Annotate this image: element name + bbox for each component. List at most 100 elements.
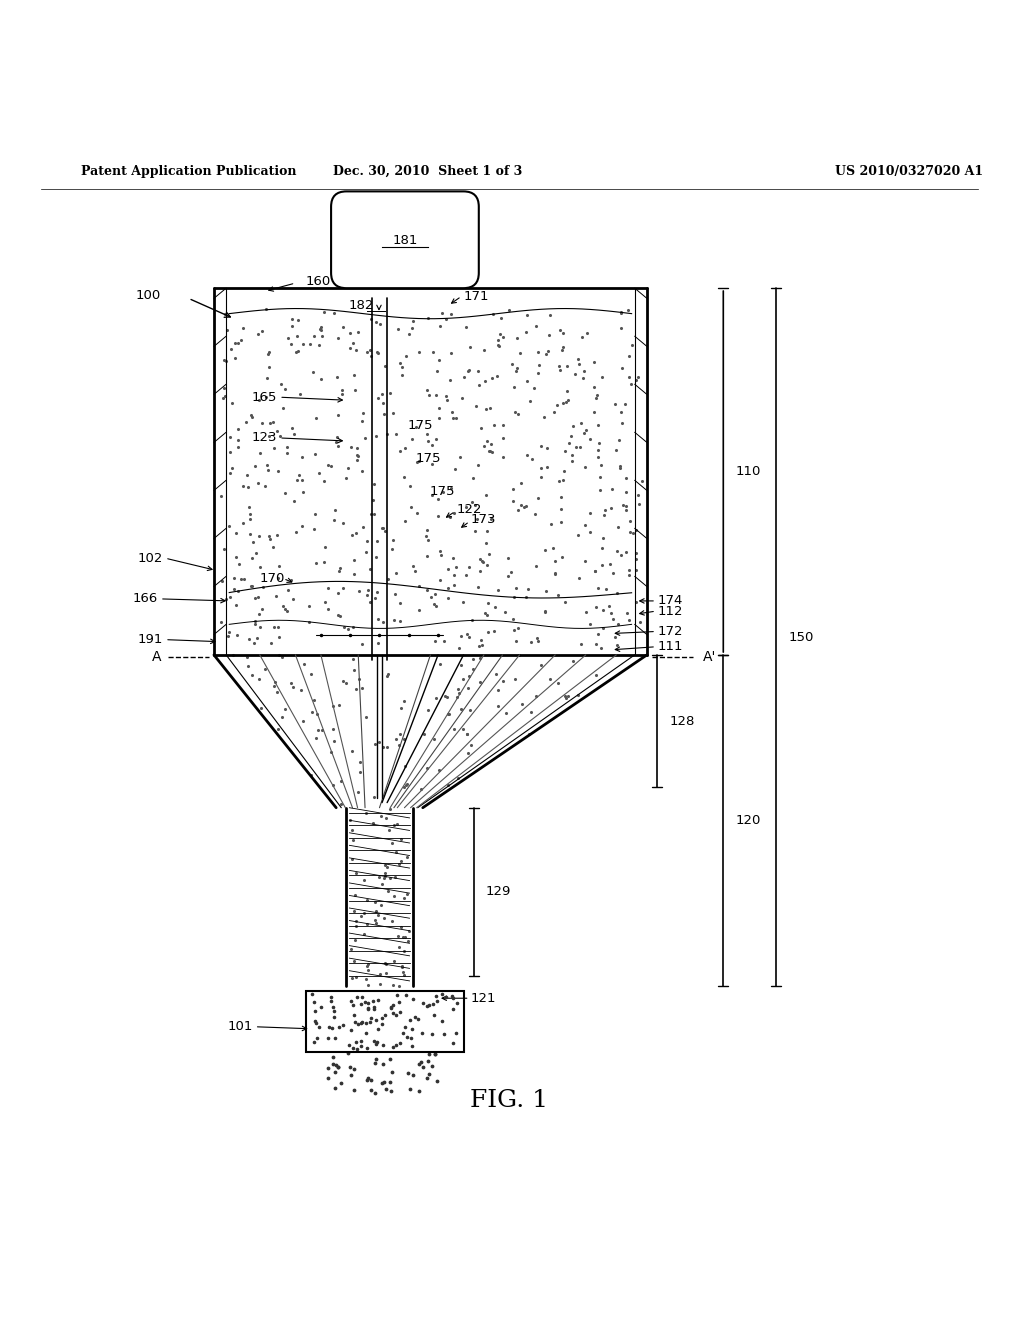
Point: [419, 380, 435, 401]
Point: [260, 345, 276, 366]
Point: [614, 494, 631, 515]
Point: [351, 752, 368, 774]
Point: [420, 308, 436, 329]
Point: [407, 561, 423, 582]
Point: [426, 1005, 442, 1026]
Point: [290, 310, 306, 331]
Point: [398, 985, 415, 1006]
Point: [254, 598, 270, 619]
Point: [388, 1035, 404, 1056]
Point: [367, 891, 383, 912]
Point: [346, 1005, 362, 1026]
Point: [439, 704, 456, 725]
Point: [242, 508, 258, 529]
Point: [308, 727, 325, 748]
Point: [509, 358, 525, 379]
Point: [286, 424, 302, 445]
Point: [518, 495, 535, 516]
Point: [370, 582, 386, 603]
Point: [274, 595, 291, 616]
Point: [604, 609, 621, 630]
Point: [324, 990, 340, 1011]
Point: [305, 362, 322, 383]
Point: [471, 375, 487, 396]
Point: [506, 376, 522, 397]
Point: [228, 595, 245, 616]
Point: [307, 1001, 324, 1022]
Point: [368, 912, 384, 933]
Text: 175: 175: [416, 451, 441, 465]
Point: [385, 1036, 401, 1057]
Point: [419, 545, 435, 566]
Point: [504, 352, 520, 374]
Point: [261, 529, 278, 550]
Point: [247, 612, 263, 634]
Point: [489, 334, 506, 355]
Point: [478, 520, 495, 541]
Point: [587, 561, 603, 582]
Point: [559, 356, 575, 378]
Point: [290, 341, 306, 362]
Point: [474, 552, 490, 573]
Point: [313, 368, 330, 389]
Point: [446, 574, 463, 595]
Point: [327, 731, 343, 752]
Point: [354, 634, 371, 655]
Point: [223, 339, 240, 360]
Point: [590, 414, 606, 436]
Point: [431, 408, 447, 429]
Point: [236, 569, 252, 590]
Point: [445, 408, 462, 429]
Point: [621, 367, 637, 388]
Point: [370, 342, 386, 363]
Point: [222, 441, 239, 462]
Point: [392, 593, 409, 614]
Point: [421, 1064, 437, 1085]
Point: [355, 902, 372, 923]
Point: [242, 523, 258, 544]
Point: [348, 986, 365, 1007]
Point: [239, 647, 255, 668]
Point: [545, 537, 561, 558]
Point: [344, 968, 360, 989]
Text: 170: 170: [260, 572, 285, 585]
Point: [368, 1010, 384, 1031]
Point: [354, 986, 371, 1007]
Point: [226, 578, 243, 599]
Point: [404, 1035, 421, 1056]
Point: [551, 356, 567, 378]
Point: [486, 597, 503, 618]
Point: [558, 380, 574, 401]
Point: [280, 579, 296, 601]
Point: [453, 655, 469, 676]
Point: [485, 620, 502, 642]
Point: [279, 436, 295, 457]
Point: [353, 411, 370, 432]
Point: [621, 610, 637, 631]
Point: [452, 638, 468, 659]
Point: [542, 305, 558, 326]
Point: [331, 694, 347, 715]
Point: [469, 454, 485, 475]
Point: [620, 300, 636, 321]
Point: [241, 496, 257, 517]
Point: [396, 1016, 413, 1038]
Point: [342, 1064, 358, 1085]
Point: [252, 442, 268, 463]
Point: [395, 1022, 412, 1043]
Point: [420, 1051, 436, 1072]
Point: [241, 628, 257, 649]
Point: [594, 367, 610, 388]
Point: [437, 385, 454, 407]
Point: [230, 333, 247, 354]
Point: [348, 449, 365, 470]
Point: [295, 482, 311, 503]
Point: [223, 393, 240, 414]
Text: 174: 174: [657, 594, 682, 607]
Point: [269, 681, 286, 702]
Point: [339, 1043, 355, 1064]
Point: [391, 975, 408, 997]
Point: [564, 445, 581, 466]
Point: [236, 317, 252, 338]
Point: [350, 321, 367, 342]
